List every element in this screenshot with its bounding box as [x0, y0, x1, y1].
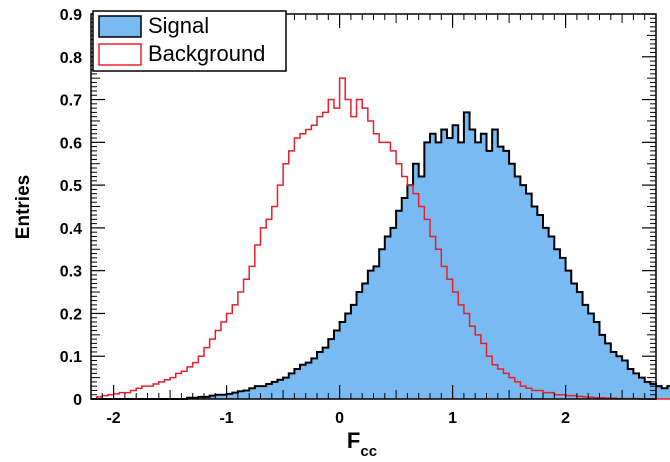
x-axis-title: Fcc [347, 428, 377, 460]
y-tick-label: 0.1 [60, 349, 82, 366]
y-tick-label: 0 [73, 392, 82, 409]
series-layer [91, 77, 670, 400]
y-tick-labels: 0 0.1 0.2 0.3 0.4 0.5 0.6 0.7 0.8 0.9 [60, 7, 82, 409]
x-tick-label: -2 [106, 410, 120, 427]
x-axis-title-subscript: cc [360, 443, 377, 460]
legend-swatch-signal [98, 15, 142, 38]
legend-label-signal: Signal [148, 13, 209, 38]
legend-label-background: Background [148, 41, 265, 66]
y-tick-label: 0.5 [60, 178, 82, 195]
x-tick-label: 2 [561, 410, 570, 427]
y-tick-label: 0.7 [60, 93, 82, 110]
y-tick-label: 0.3 [60, 264, 82, 281]
x-axis-title-main: F [347, 428, 360, 453]
y-tick-label: 0.9 [60, 7, 82, 24]
series-background-line [91, 77, 670, 400]
y-tick-label: 0.4 [60, 221, 82, 238]
y-tick-label: 0.2 [60, 306, 82, 323]
x-tick-label: 0 [335, 410, 344, 427]
y-tick-label: 0.8 [60, 50, 82, 67]
y-tick-label: 0.6 [60, 135, 82, 152]
x-tick-label: 1 [448, 410, 457, 427]
legend-swatch-background [98, 43, 142, 66]
y-axis-title: Entries [13, 175, 34, 239]
series-signal-fill [91, 112, 670, 399]
x-tick-labels: -2 -1 0 1 2 [106, 410, 570, 427]
x-tick-label: -1 [219, 410, 233, 427]
legend: Signal Background [92, 10, 287, 72]
series-signal-outline [91, 111, 670, 400]
